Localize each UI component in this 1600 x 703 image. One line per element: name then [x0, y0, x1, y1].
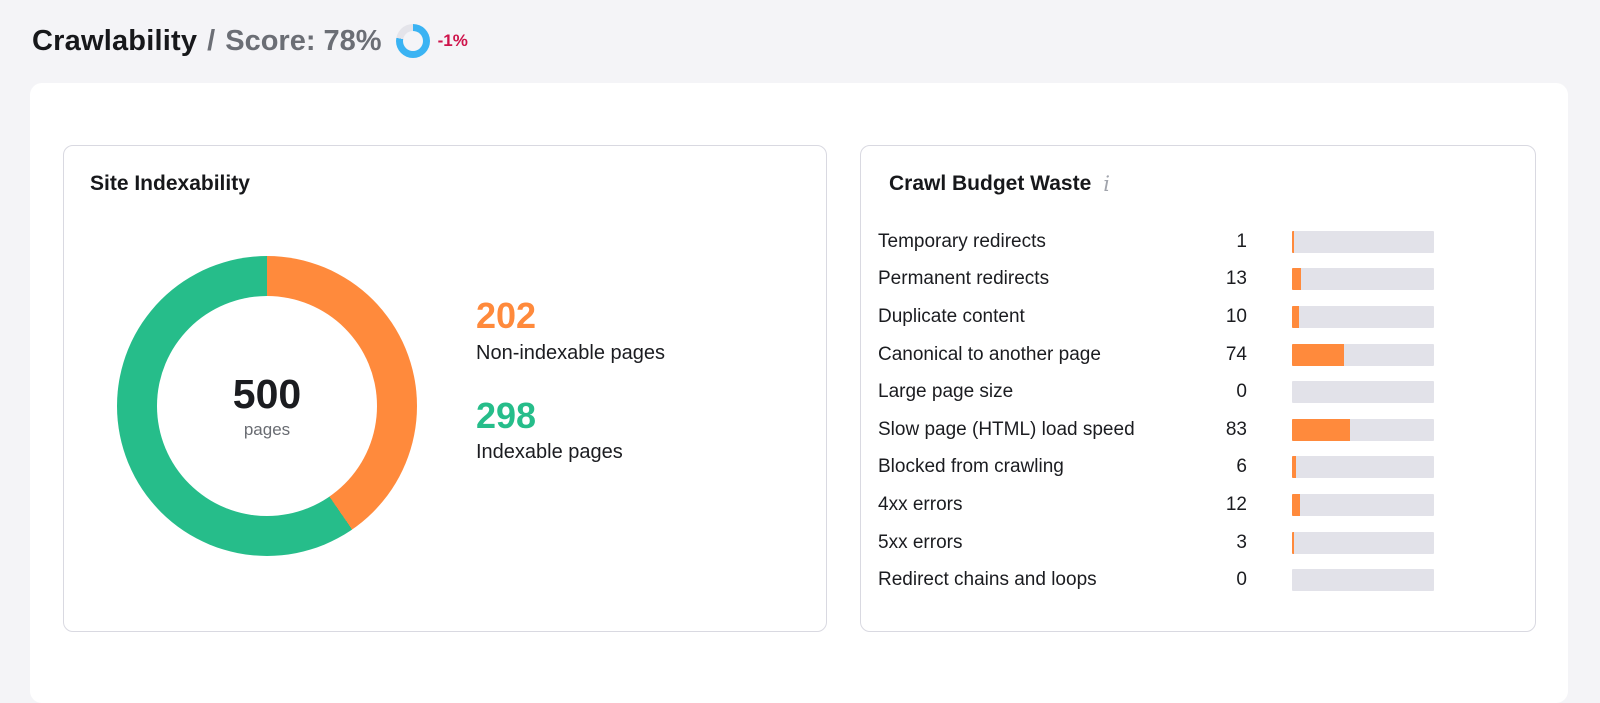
waste-row-value[interactable]: 13 — [1225, 268, 1247, 290]
waste-row-bar — [1292, 493, 1434, 516]
waste-row-value[interactable]: 0 — [1236, 381, 1247, 403]
indexable-value[interactable]: 298 — [476, 394, 537, 436]
site-indexability-card: Site Indexability 500 pages 202 Non-inde… — [63, 145, 827, 632]
waste-row-bar — [1292, 305, 1434, 328]
waste-row-value[interactable]: 74 — [1225, 343, 1247, 365]
waste-row-label: 4xx errors — [878, 493, 963, 515]
waste-row-label: Canonical to another page — [878, 343, 1101, 365]
waste-row: 4xx errors 12 — [861, 486, 1535, 524]
waste-row-bar — [1292, 456, 1434, 479]
waste-row-label: Duplicate content — [878, 305, 1025, 327]
waste-row-label: Permanent redirects — [878, 268, 1050, 290]
info-icon[interactable]: i — [1103, 171, 1110, 196]
crawl-budget-waste-title: Crawl Budget Waste — [889, 172, 1092, 195]
waste-row-value[interactable]: 6 — [1236, 456, 1247, 478]
waste-row: Canonical to another page 74 — [861, 336, 1535, 374]
waste-row-bar — [1292, 268, 1434, 291]
indexable-stat: 298 Indexable pages — [476, 394, 665, 465]
crawl-budget-waste-list: Temporary redirects 1 Permanent redirect… — [861, 223, 1535, 599]
waste-row-value[interactable]: 10 — [1225, 305, 1247, 327]
waste-row-bar-fill — [1292, 230, 1295, 253]
page-header: Crawlability / Score: 78% -1% — [0, 0, 1600, 62]
non-indexable-label: Non-indexable pages — [476, 341, 666, 364]
waste-row-bar-fill — [1292, 268, 1302, 291]
waste-row-bar-fill — [1292, 305, 1300, 328]
crawl-budget-waste-header: Crawl Budget Waste i — [889, 172, 1110, 196]
waste-row-bar — [1292, 381, 1434, 404]
indexability-stats: 202 Non-indexable pages 298 Indexable pa… — [476, 296, 665, 495]
waste-row-bar — [1292, 418, 1434, 441]
indexability-donut-chart[interactable]: 500 pages — [117, 256, 417, 556]
breadcrumb-separator: / — [207, 24, 216, 57]
site-indexability-title: Site Indexability — [90, 172, 250, 195]
score-label: Score: 78% — [225, 24, 382, 57]
waste-row-value[interactable]: 0 — [1236, 569, 1247, 591]
page-title: Crawlability — [32, 24, 198, 57]
content-panel: Site Indexability 500 pages 202 Non-inde… — [30, 83, 1568, 703]
waste-row: Blocked from crawling 6 — [861, 449, 1535, 487]
indexable-label: Indexable pages — [476, 441, 623, 464]
waste-row-value[interactable]: 3 — [1236, 531, 1247, 553]
donut-center: 500 pages — [157, 296, 377, 516]
waste-row: Large page size 0 — [861, 373, 1535, 411]
waste-row: 5xx errors 3 — [861, 524, 1535, 562]
waste-row-bar-fill — [1292, 343, 1345, 366]
waste-row: Duplicate content 10 — [861, 298, 1535, 336]
waste-row: Slow page (HTML) load speed 83 — [861, 411, 1535, 449]
crawl-budget-waste-card: Crawl Budget Waste i Temporary redirects… — [860, 145, 1536, 632]
waste-row: Redirect chains and loops 0 — [861, 561, 1535, 599]
waste-row-bar-fill — [1292, 418, 1351, 441]
waste-row-bar — [1292, 531, 1434, 554]
waste-row-label: Slow page (HTML) load speed — [878, 418, 1135, 440]
waste-row-bar — [1292, 569, 1434, 592]
waste-row-label: Blocked from crawling — [878, 456, 1064, 478]
non-indexable-stat: 202 Non-indexable pages — [476, 296, 665, 365]
non-indexable-value[interactable]: 202 — [476, 295, 537, 336]
waste-row-label: 5xx errors — [878, 531, 963, 553]
waste-row-bar-fill — [1292, 493, 1301, 516]
donut-total-value: 500 — [232, 371, 302, 418]
waste-row-bar — [1292, 230, 1434, 253]
waste-row: Permanent redirects 13 — [861, 261, 1535, 299]
waste-row-bar — [1292, 343, 1434, 366]
waste-row-value[interactable]: 12 — [1225, 493, 1247, 515]
score-delta-badge: -1% — [437, 31, 468, 50]
waste-row-bar-fill — [1292, 456, 1297, 479]
waste-row-value[interactable]: 1 — [1236, 230, 1247, 252]
waste-row-label: Temporary redirects — [878, 230, 1046, 252]
waste-row: Temporary redirects 1 — [861, 223, 1535, 261]
waste-row-value[interactable]: 83 — [1225, 418, 1247, 440]
donut-total-unit: pages — [243, 419, 291, 439]
waste-row-label: Large page size — [878, 381, 1014, 403]
waste-row-label: Redirect chains and loops — [878, 569, 1097, 591]
score-donut-icon — [395, 24, 430, 58]
waste-row-bar-fill — [1292, 531, 1295, 554]
